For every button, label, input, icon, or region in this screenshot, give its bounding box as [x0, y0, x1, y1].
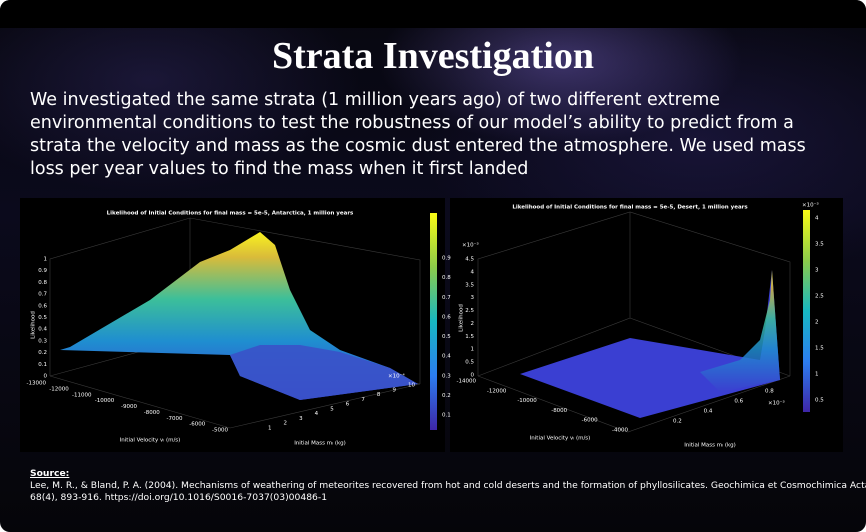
body-line: environmental conditions to test the rob…	[30, 113, 794, 133]
x-tick-label: -11000	[72, 392, 92, 398]
body-line: strata the velocity and mass as the cosm…	[30, 136, 806, 156]
z-tick-label: 0.4	[38, 327, 47, 333]
source-heading: Source:	[30, 468, 70, 479]
x-axis-label: Initial Velocity vᵢ (m/s)	[530, 436, 591, 442]
x-tick-label: -5000	[212, 428, 228, 434]
z-tick-label: 0	[471, 373, 475, 379]
axis-exponent: ×10⁻³	[462, 242, 479, 249]
body-line: We investigated the same strata (1 milli…	[30, 90, 721, 110]
z-tick-label: 0.5	[465, 360, 474, 366]
colorbar-tick-label: 4	[815, 216, 819, 222]
z-tick-label: 2.5	[465, 308, 474, 314]
x-tick-label: -12000	[487, 388, 507, 394]
colorbar-tick-label: 1	[815, 372, 819, 378]
axis-exponent: ×10⁻³	[768, 400, 785, 407]
surface	[700, 270, 780, 392]
colorbar-tick-label: 0.6	[442, 314, 451, 320]
z-axis-label: Likelihood	[459, 304, 465, 332]
axis-exponent: ×10⁻³	[802, 202, 819, 209]
z-tick-label: 0.2	[38, 350, 47, 356]
y-tick-label: 7	[361, 397, 365, 403]
z-tick-label: 3	[471, 295, 475, 301]
axis-exponent: ×10⁻⁴	[388, 373, 406, 380]
x-tick-label: -8000	[551, 408, 567, 414]
z-tick-label: 3.5	[465, 282, 474, 288]
x-tick-label: -6000	[189, 422, 205, 428]
slide-title: Strata Investigation	[272, 35, 594, 77]
y-axis-label: Initial Mass mᵢ (kg)	[294, 441, 346, 447]
z-tick-label: 4.5	[465, 257, 474, 263]
x-tick-label: -8000	[144, 410, 160, 416]
colorbar-tick-label: 2.5	[815, 294, 824, 300]
z-tick-label: 2	[471, 321, 475, 327]
colorbar-tick-label: 0.4	[442, 354, 451, 360]
source-line: Lee, M. R., & Bland, P. A. (2004). Mecha…	[30, 480, 866, 491]
source-line: 68(4), 893-916. https://doi.org/10.1016/…	[30, 492, 328, 503]
z-tick-label: 0.6	[38, 303, 47, 309]
surface	[230, 345, 418, 400]
colorbar-tick-label: 1.5	[815, 346, 824, 352]
colorbar	[430, 213, 437, 430]
y-tick-label: 4	[315, 411, 319, 417]
y-tick-label: 5	[330, 406, 334, 412]
colorbar-tick-label: 0.8	[442, 275, 451, 281]
y-tick-label: 0.2	[673, 419, 682, 425]
figure-title: Likelihood of Initial Conditions for fin…	[512, 205, 748, 211]
y-tick-label: 8	[377, 392, 381, 398]
x-tick-label: -10000	[517, 398, 537, 404]
x-tick-label: -14000	[457, 379, 477, 385]
y-tick-label: 2	[284, 421, 288, 427]
source: Source: Lee, M. R., & Bland, P. A. (2004…	[30, 468, 866, 504]
x-axis-label: Initial Velocity vᵢ (m/s)	[120, 438, 181, 444]
z-tick-label: 0.7	[38, 292, 47, 298]
y-tick-label: 0.6	[734, 399, 743, 405]
z-tick-label: 1	[471, 347, 475, 353]
colorbar-tick-label: 0.5	[815, 398, 824, 404]
y-tick-label: 0.8	[765, 389, 774, 395]
colorbar-tick-label: 0.1	[442, 413, 451, 419]
colorbar	[803, 210, 810, 412]
body-line: loss per year values to find the mass wh…	[30, 159, 529, 179]
slide-body: We investigated the same strata (1 milli…	[30, 89, 850, 181]
x-tick-label: -9000	[121, 404, 137, 410]
z-tick-label: 0.3	[38, 338, 47, 344]
x-tick-label: -12000	[49, 386, 69, 392]
z-tick-label: 0.9	[38, 268, 47, 274]
y-tick-label: 1	[268, 426, 272, 432]
top-bar	[0, 0, 866, 28]
colorbar-tick-label: 3	[815, 268, 819, 274]
x-tick-label: -4000	[612, 428, 628, 434]
x-tick-label: -13000	[27, 381, 47, 387]
colorbar-tick-label: 0.5	[442, 334, 451, 340]
y-tick-label: 0.4	[704, 409, 713, 415]
y-tick-label: 9	[392, 387, 396, 393]
x-tick-label: -6000	[582, 418, 598, 424]
colorbar-tick-label: 0.2	[442, 393, 451, 399]
x-tick-label: -7000	[167, 416, 183, 422]
y-axis-label: Initial Mass mᵢ (kg)	[684, 443, 736, 449]
z-tick-label: 0	[44, 374, 48, 380]
z-axis-label: Likelihood	[31, 311, 37, 339]
colorbar-tick-label: 3.5	[815, 242, 824, 248]
x-tick-label: -10000	[95, 398, 115, 404]
colorbar-tick-label: 2	[815, 320, 819, 326]
colorbar-tick-label: 0.7	[442, 295, 451, 301]
z-tick-label: 1	[44, 257, 48, 263]
z-tick-label: 0.5	[38, 315, 47, 321]
figure-title: Likelihood of Initial Conditions for fin…	[107, 211, 354, 217]
z-tick-label: 1.5	[465, 334, 474, 340]
z-tick-label: 4	[471, 269, 475, 275]
axes-box	[477, 211, 791, 433]
colorbar-tick-label: 0.3	[442, 373, 451, 379]
y-tick-label: 3	[299, 416, 303, 422]
z-tick-label: 0.8	[38, 280, 47, 286]
z-tick-label: 0.1	[38, 362, 47, 368]
colorbar-tick-label: 0.9	[442, 256, 451, 262]
y-tick-label: 6	[346, 402, 350, 408]
y-tick-label: 10	[408, 383, 415, 389]
